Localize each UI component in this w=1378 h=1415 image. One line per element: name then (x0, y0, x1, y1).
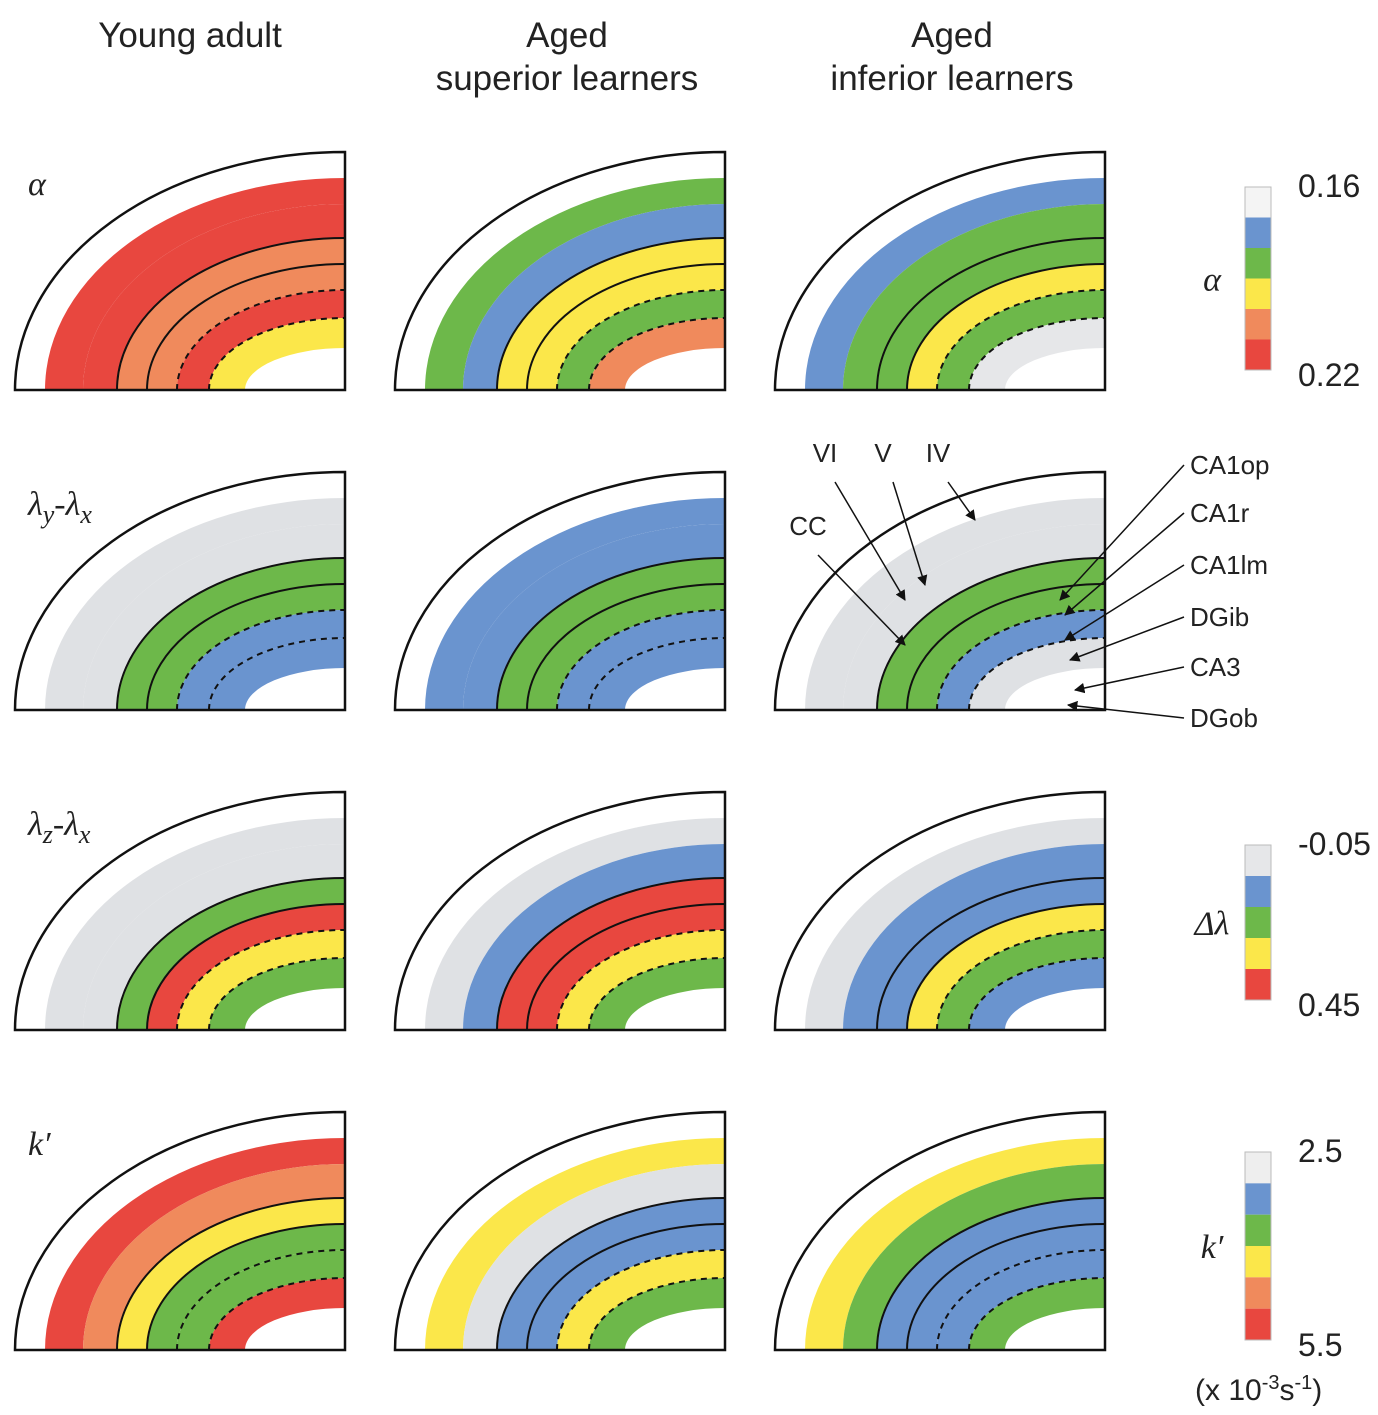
label-main: λ (27, 486, 43, 523)
legend-top: 2.5 (1298, 1133, 1342, 1169)
legend-swatch (1245, 876, 1271, 907)
column-header: Aged (911, 16, 993, 55)
legend-swatch (1245, 1183, 1271, 1214)
legend-top: -0.05 (1298, 826, 1371, 862)
arrow (948, 482, 975, 520)
legend-swatch (1245, 187, 1271, 218)
legend-symbol: k′ (1201, 1229, 1224, 1266)
legend-swatch (1245, 1152, 1271, 1183)
row-label: k′ (28, 1126, 51, 1163)
label-sep: - (54, 486, 65, 523)
legend-swatch (1245, 1246, 1271, 1277)
region-label: CA1r (1190, 498, 1250, 528)
arrow (1075, 667, 1184, 690)
legend-top: 0.16 (1298, 168, 1360, 204)
panel (425, 178, 725, 390)
unit-part: (x 10 (1195, 1374, 1262, 1407)
label-main: λ (63, 806, 79, 843)
panel (425, 498, 725, 710)
region-label: CA3 (1190, 652, 1241, 682)
legend-unit: (x 10-3s-1) (1195, 1372, 1322, 1407)
region-label: CC (789, 511, 827, 541)
region-label: CA1lm (1190, 550, 1268, 580)
label-main: k′ (28, 1126, 51, 1163)
label-main: α (28, 166, 47, 203)
row-label: α (28, 166, 47, 203)
region-label: VI (813, 438, 838, 468)
label-sub: y (40, 500, 55, 529)
figure: Young adult Aged superior learners Aged infe… (0, 0, 1378, 1415)
page: Young adult Aged superior learners Aged infe… (0, 0, 1378, 1415)
region-label: DGob (1190, 703, 1258, 733)
panel (805, 178, 1105, 390)
panel (45, 498, 345, 710)
label-sub: x (79, 500, 92, 529)
legend-bottom: 0.22 (1298, 357, 1360, 393)
unit-part: s (1280, 1374, 1295, 1407)
arrow (1068, 705, 1184, 718)
label-main: λ (65, 486, 81, 523)
legend-swatch (1245, 218, 1271, 249)
legend-swatch (1245, 1215, 1271, 1246)
panel (45, 818, 345, 1030)
row-label: λy-λx (27, 486, 92, 529)
label-sub: z (42, 820, 53, 849)
panel (45, 178, 345, 390)
column-header: Aged (526, 16, 608, 55)
panel (45, 1138, 345, 1350)
panel (805, 1138, 1105, 1350)
column-header: superior learners (436, 59, 699, 98)
legend-swatch (1245, 1309, 1271, 1340)
unit-part: ) (1312, 1374, 1322, 1407)
legend-swatch (1245, 248, 1271, 279)
legend-swatch (1245, 279, 1271, 310)
panel (805, 818, 1105, 1030)
unit-part: -3 (1262, 1372, 1280, 1394)
unit-part: -1 (1295, 1372, 1313, 1394)
legend-swatch (1245, 340, 1271, 371)
region-label: CA1op (1190, 450, 1270, 480)
legend-swatch (1245, 907, 1271, 938)
legend-bottom: 0.45 (1298, 987, 1360, 1023)
legend-bottom: 5.5 (1298, 1327, 1342, 1363)
column-header: Young adult (98, 16, 282, 55)
panel (425, 1138, 725, 1350)
region-label: DGib (1190, 602, 1249, 632)
region-label: V (874, 438, 892, 468)
legend-symbol: α (1203, 262, 1222, 299)
legend-swatch (1245, 938, 1271, 969)
legend-swatch (1245, 1277, 1271, 1308)
panel (425, 818, 725, 1030)
legend-swatch (1245, 969, 1271, 1000)
region-label: IV (926, 438, 951, 468)
panel (805, 498, 1105, 710)
legend-swatch (1245, 309, 1271, 340)
label-sub: x (78, 820, 91, 849)
legend-symbol: Δλ (1193, 906, 1230, 943)
label-main: λ (27, 806, 43, 843)
row-label: λz-λx (27, 806, 91, 849)
label-sep: - (53, 806, 64, 843)
column-header: inferior learners (830, 59, 1073, 98)
legend-swatch (1245, 845, 1271, 876)
